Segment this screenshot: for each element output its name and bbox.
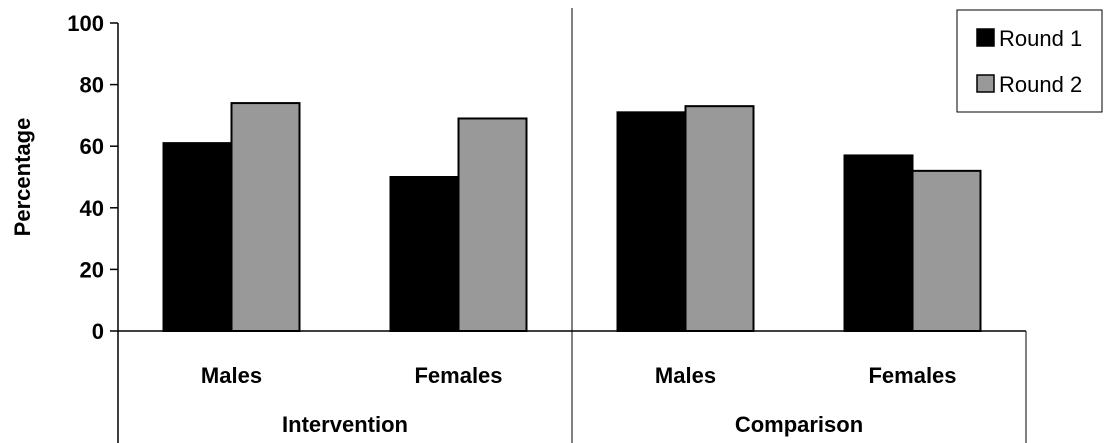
bar-round-1-females bbox=[843, 154, 914, 332]
legend-swatch bbox=[976, 74, 995, 93]
y-tick-label: 0 bbox=[92, 319, 104, 344]
y-tick-label: 100 bbox=[67, 11, 104, 36]
x-category-label: Females bbox=[868, 363, 956, 388]
x-group-label: Intervention bbox=[282, 412, 408, 437]
legend-swatch bbox=[976, 28, 995, 47]
bar-round-2-males bbox=[230, 102, 301, 332]
y-tick-label: 20 bbox=[80, 257, 104, 282]
bar-round-1-males bbox=[162, 142, 233, 332]
bar-round-2-females bbox=[457, 117, 528, 333]
bar-round-2-males bbox=[684, 105, 755, 332]
legend: Round 1 Round 2 bbox=[956, 9, 1103, 113]
legend-label: Round 1 bbox=[999, 26, 1082, 51]
y-tick-label: 80 bbox=[80, 73, 104, 98]
x-category-label: Females bbox=[414, 363, 502, 388]
bar-round-1-females bbox=[389, 176, 460, 332]
y-tick-label: 60 bbox=[80, 134, 104, 159]
y-tick-label: 40 bbox=[80, 196, 104, 221]
x-group-label: Comparison bbox=[735, 412, 863, 437]
bar-round-1-males bbox=[616, 111, 687, 332]
legend-box bbox=[956, 9, 1103, 113]
y-axis-title: Percentage bbox=[10, 118, 35, 237]
legend-label: Round 2 bbox=[999, 72, 1082, 97]
x-category-label: Males bbox=[201, 363, 262, 388]
bar-round-2-females bbox=[911, 169, 982, 332]
x-category-label: Males bbox=[655, 363, 716, 388]
y-ticks: 0 20 40 60 80 100 bbox=[67, 11, 118, 344]
bars bbox=[162, 102, 982, 333]
